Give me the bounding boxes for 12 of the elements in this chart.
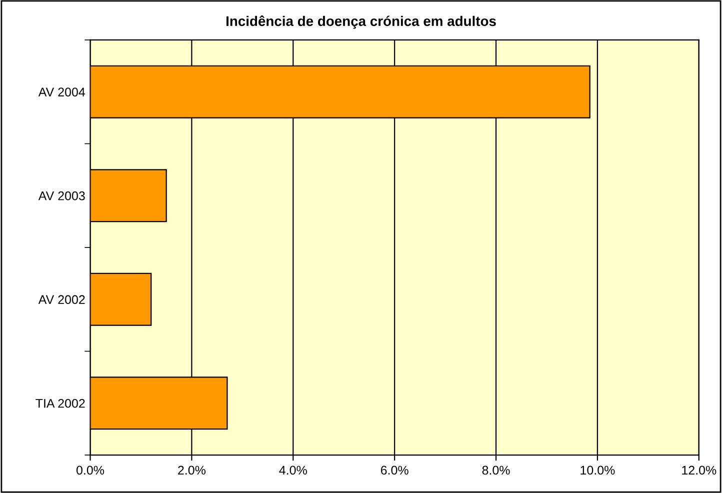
- x-tick-label: 0.0%: [76, 466, 104, 475]
- x-tick-label: 10.0%: [580, 466, 615, 475]
- x-tick-label: 6.0%: [380, 466, 408, 475]
- y-tick-label: AV 2004: [38, 88, 86, 96]
- chart-title: Incidência de doença crónica em adultos: [226, 16, 496, 29]
- y-tick-label: AV 2002: [38, 295, 85, 304]
- y-tick-label: TIA 2002: [36, 398, 85, 408]
- x-tick-label: 12.0%: [682, 466, 716, 475]
- y-tick-label: AV 2003: [38, 191, 85, 200]
- x-tick-label: 2.0%: [178, 466, 206, 475]
- x-tick-label: 4.0%: [279, 466, 307, 475]
- x-tick-label: 8.0%: [482, 466, 510, 475]
